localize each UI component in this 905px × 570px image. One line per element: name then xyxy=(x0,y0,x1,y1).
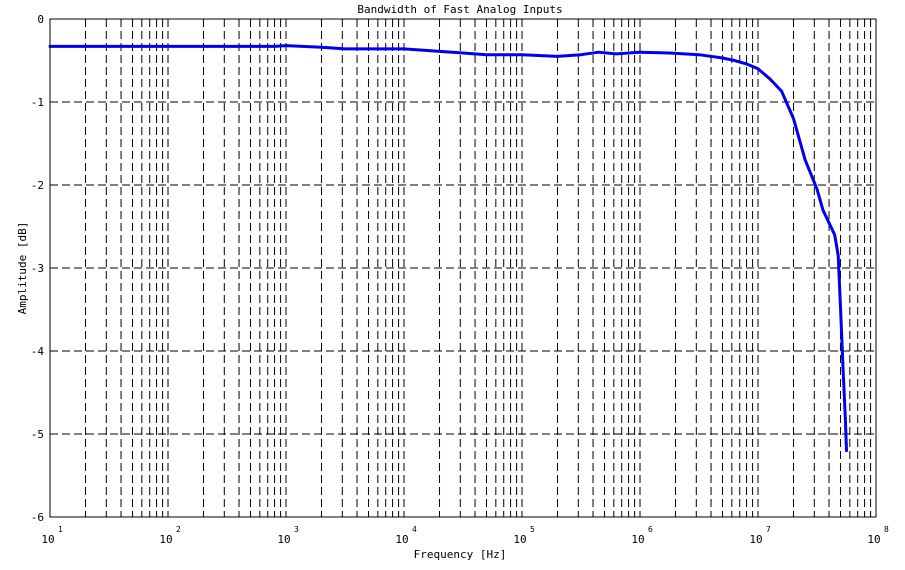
x-axis-label: Frequency [Hz] xyxy=(414,548,507,561)
x-tick-exponent: 7 xyxy=(766,525,771,534)
y-tick-label: -2 xyxy=(31,179,44,192)
x-tick-label: 10 xyxy=(395,533,408,546)
x-tick-label: 10 xyxy=(513,533,526,546)
x-tick-label: 10 xyxy=(41,533,54,546)
x-tick-label: 10 xyxy=(277,533,290,546)
series-line xyxy=(48,44,848,453)
x-tick-exponent: 5 xyxy=(530,525,535,534)
y-axis-label: Amplitude [dB] xyxy=(16,222,29,315)
y-tick-label: -5 xyxy=(31,428,44,441)
x-tick-label: 10 xyxy=(749,533,762,546)
x-tick-label: 10 xyxy=(631,533,644,546)
x-tick-exponent: 8 xyxy=(884,525,889,534)
x-tick-exponent: 1 xyxy=(58,525,63,534)
x-tick-exponent: 2 xyxy=(176,525,181,534)
y-tick-labels: 0 -1 -2 -3 -4 -5 -6 xyxy=(31,13,45,524)
y-tick-label: -1 xyxy=(31,96,44,109)
x-tick-exponent: 4 xyxy=(412,525,417,534)
x-tick-label: 10 xyxy=(867,533,880,546)
y-tick-label: -3 xyxy=(31,262,44,275)
plot-frame xyxy=(49,18,877,518)
grid-layer xyxy=(49,18,877,518)
y-tick-label: -4 xyxy=(31,345,45,358)
y-tick-label: 0 xyxy=(37,13,44,26)
x-tick-label: 10 xyxy=(159,533,172,546)
y-tick-label: -6 xyxy=(31,511,44,524)
x-tick-labels: 10 1 10 2 10 3 10 4 10 5 10 6 10 7 10 8 xyxy=(41,525,889,546)
chart-title: Bandwidth of Fast Analog Inputs xyxy=(357,3,562,16)
data-line-layer xyxy=(48,44,848,453)
x-tick-exponent: 6 xyxy=(648,525,653,534)
x-tick-exponent: 3 xyxy=(294,525,299,534)
